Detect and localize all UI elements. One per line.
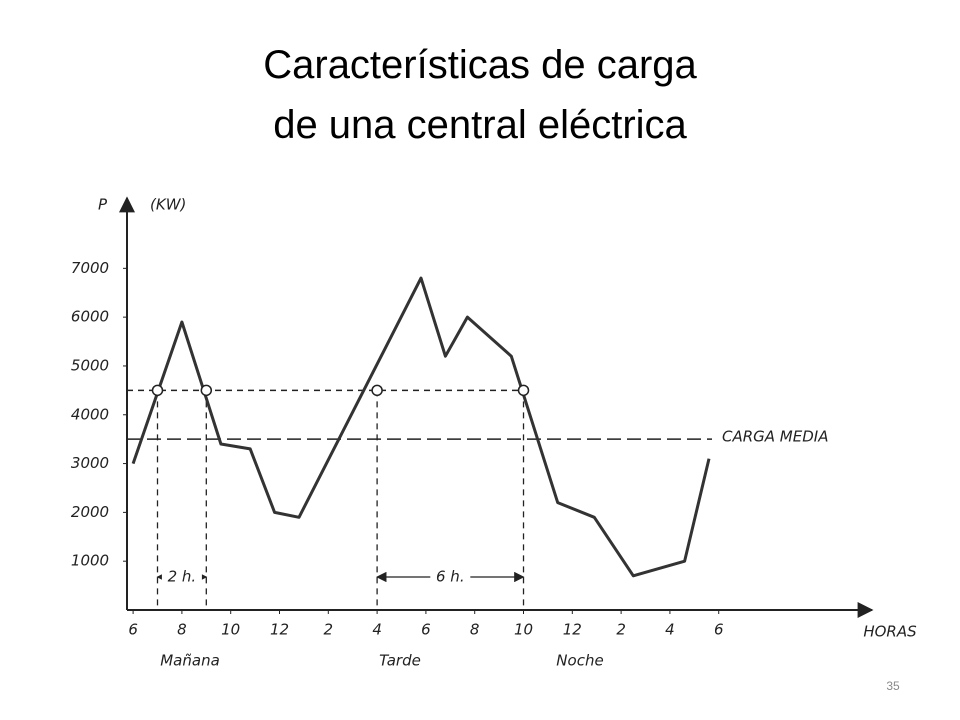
x-tick-label: 4: [665, 621, 675, 639]
period-label: Mañana: [160, 652, 220, 670]
y-axis-unit: (KW): [150, 196, 186, 214]
x-tick-label: 8: [470, 621, 480, 639]
y-tick-label: 5000: [71, 356, 109, 374]
x-tick-label: 8: [177, 621, 187, 639]
x-tick-label: 12: [270, 621, 289, 639]
y-tick-label: 7000: [71, 259, 109, 277]
y-axis-label: P: [98, 196, 108, 214]
intersection-marker: [517, 384, 530, 397]
period-label: Noche: [556, 652, 603, 670]
x-axis-label: HORAS: [863, 623, 917, 641]
y-tick-label: 4000: [71, 405, 109, 423]
x-tick-label: 12: [563, 621, 582, 639]
intersection-marker: [371, 384, 383, 397]
x-tick-label: 2: [616, 621, 626, 639]
x-tick-label: 6: [128, 621, 138, 639]
x-tick-label: 4: [372, 621, 382, 639]
x-tick-label: 2: [324, 621, 334, 639]
x-tick-label: 6: [421, 621, 431, 639]
intersection-marker: [151, 384, 164, 397]
y-tick-label: 6000: [71, 308, 109, 326]
load-line: [131, 276, 711, 578]
x-tick-label: 6: [714, 621, 724, 639]
x-tick-label: 10: [221, 621, 240, 639]
span-label-bg: [430, 567, 471, 587]
span-label: 2 h.: [168, 568, 197, 586]
intersection-marker: [200, 384, 213, 397]
y-tick-label: 2000: [71, 503, 109, 521]
y-tick-label: 1000: [71, 552, 109, 570]
span-label: 6 h.: [436, 568, 465, 586]
page-number: 35: [886, 679, 900, 693]
span-label-bg: [161, 567, 202, 587]
title-line: Características de carga: [263, 43, 697, 87]
reference-label: CARGA MEDIA: [722, 428, 828, 446]
y-tick-label: 3000: [71, 454, 109, 472]
title-line: de una central eléctrica: [273, 103, 687, 147]
x-tick-label: 10: [514, 621, 533, 639]
period-label: Tarde: [379, 652, 421, 670]
